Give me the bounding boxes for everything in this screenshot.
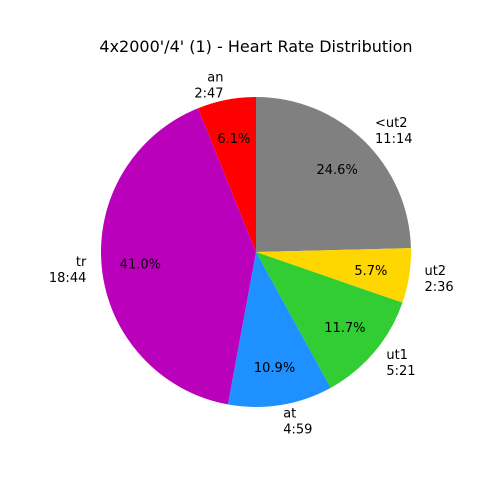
slice-outer-label: an 2:47 — [194, 71, 223, 102]
pie-slice-ut2-0 — [256, 97, 411, 252]
slice-duration: 2:36 — [424, 280, 453, 295]
slice-duration: 5:21 — [386, 364, 415, 379]
slice-outer-label: at 4:59 — [283, 406, 312, 437]
slice-name: tr — [76, 255, 87, 270]
slice-outer-label: <ut2 11:14 — [375, 116, 412, 147]
slice-percent-label: 41.0% — [120, 258, 161, 273]
pie-slice-tr-4 — [100, 108, 256, 405]
slice-percent-label: 11.7% — [324, 321, 365, 336]
slice-name: at — [283, 406, 296, 421]
pie-slice-an-5 — [198, 97, 256, 252]
slice-percent-label: 24.6% — [317, 163, 358, 178]
slice-duration: 4:59 — [283, 422, 312, 437]
slice-duration: 2:47 — [194, 87, 223, 102]
slice-percent-label: 6.1% — [217, 132, 250, 147]
chart-title: 4x2000'/4' (1) - Heart Rate Distribution — [99, 37, 412, 56]
pie-labels: 24.6% <ut2 11:14 5.7% ut2 2:36 11.7% ut1 5:21 10.… — [49, 71, 454, 438]
slice-outer-label: tr 18:44 — [49, 255, 87, 286]
slice-percent-label: 10.9% — [254, 361, 295, 376]
pie-slice-ut1-2 — [256, 252, 403, 388]
slice-name: an — [207, 71, 223, 86]
slice-name: ut1 — [386, 348, 408, 363]
pie-slices — [100, 97, 411, 407]
slice-outer-label: ut1 5:21 — [386, 348, 415, 379]
slice-outer-label: ut2 2:36 — [424, 264, 453, 295]
slice-duration: 11:14 — [375, 132, 412, 147]
pie-slice-at-3 — [227, 252, 331, 407]
slice-name: ut2 — [424, 264, 446, 279]
pie-slice-ut2-1 — [256, 248, 411, 303]
slice-duration: 18:44 — [49, 271, 86, 286]
slice-name: <ut2 — [375, 116, 408, 131]
slice-percent-label: 5.7% — [354, 264, 387, 279]
